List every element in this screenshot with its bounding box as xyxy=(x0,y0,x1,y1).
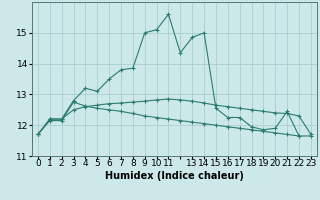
X-axis label: Humidex (Indice chaleur): Humidex (Indice chaleur) xyxy=(105,171,244,181)
